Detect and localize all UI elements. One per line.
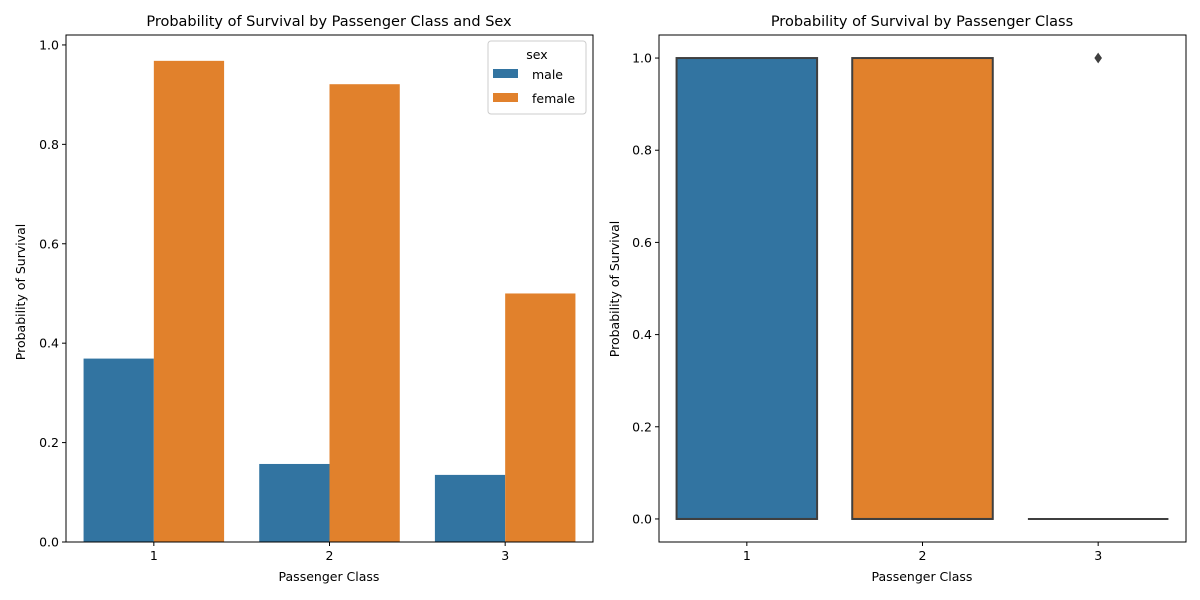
left-x-tick-label: 1 (150, 548, 158, 563)
right-y-ticks: 0.0 0.2 0.4 0.6 0.8 1.0 (632, 51, 659, 526)
legend-title: sex (526, 47, 547, 62)
right-y-tick-label: 1.0 (632, 51, 652, 66)
left-y-tick-label: 0.2 (39, 435, 59, 450)
right-x-tick-label: 1 (743, 548, 751, 563)
legend-label-female: female (532, 91, 575, 106)
right-chart-title: Probability of Survival by Passenger Cla… (771, 14, 1073, 30)
left-chart-title: Probability of Survival by Passenger Cla… (146, 14, 512, 30)
right-y-tick-label: 0.4 (632, 327, 652, 342)
left-y-axis-label: Probability of Survival (13, 224, 28, 360)
left-bars (83, 60, 576, 543)
right-y-tick-label: 0.6 (632, 235, 652, 250)
right-x-tick-label: 3 (1094, 548, 1102, 563)
left-x-axis-label: Passenger Class (279, 569, 380, 584)
left-y-tick-label: 0.0 (39, 535, 59, 550)
right-y-tick-label: 0.0 (632, 511, 652, 526)
left-x-tick-label: 3 (501, 548, 509, 563)
bar-female-class-3 (505, 293, 576, 542)
bar-male-class-2 (259, 463, 330, 542)
right-y-tick-label: 0.8 (632, 143, 652, 158)
legend: sex male female (487, 40, 587, 115)
box-class-1 (675, 57, 819, 520)
right-plot-frame (658, 34, 1187, 543)
left-plot-frame (65, 34, 594, 543)
left-chart: Probability of Survival by Passenger Cla… (13, 14, 594, 584)
left-y-ticks: 0.0 0.2 0.4 0.6 0.8 1.0 (39, 37, 66, 550)
legend-swatch-female (493, 93, 518, 102)
outlier-class-3 (1094, 52, 1102, 64)
right-boxes (675, 52, 1169, 520)
right-x-axis-label: Passenger Class (872, 569, 973, 584)
right-chart: Probability of Survival by Passenger Cla… (607, 14, 1187, 584)
left-y-tick-label: 0.6 (39, 236, 59, 251)
left-x-ticks: 1 2 3 (150, 542, 509, 563)
box-class-2 (851, 57, 994, 520)
bar-female-class-1 (153, 60, 225, 543)
right-x-ticks: 1 2 3 (743, 542, 1102, 563)
legend-swatch-male (493, 69, 518, 78)
left-y-tick-label: 1.0 (39, 37, 59, 52)
bar-male-class-1 (83, 358, 154, 542)
legend-label-male: male (532, 67, 563, 82)
bar-male-class-3 (434, 474, 506, 542)
left-y-tick-label: 0.8 (39, 137, 59, 152)
left-x-tick-label: 2 (326, 548, 334, 563)
right-y-axis-label: Probability of Survival (607, 221, 622, 357)
left-y-tick-label: 0.4 (39, 336, 59, 351)
bar-female-class-2 (329, 84, 400, 542)
right-y-tick-label: 0.2 (632, 419, 652, 434)
right-x-tick-label: 2 (919, 548, 927, 563)
